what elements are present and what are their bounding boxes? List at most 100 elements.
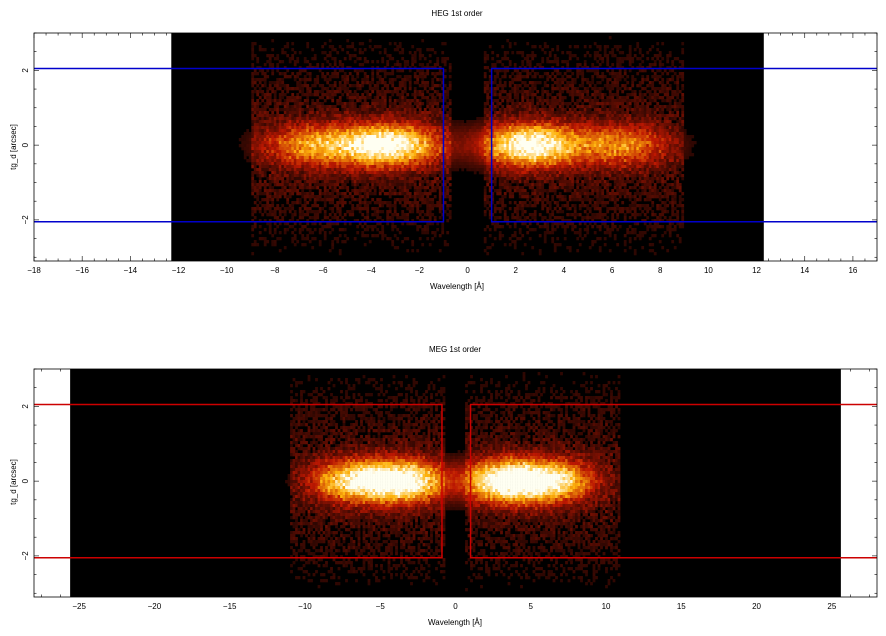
heatmap-cell: [433, 171, 437, 175]
heatmap-cell: [378, 159, 382, 163]
heatmap-cell: [321, 105, 325, 109]
heatmap-cell: [438, 138, 442, 142]
heatmap-cell: [496, 207, 500, 211]
heatmap-cell: [381, 225, 385, 229]
heatmap-cell: [256, 144, 260, 148]
heatmap-cell: [316, 165, 320, 169]
heatmap-cell: [541, 75, 545, 79]
heatmap-cell: [396, 171, 400, 175]
heatmap-cell: [448, 75, 452, 79]
heatmap-cell: [251, 99, 255, 103]
heatmap-cell: [436, 123, 440, 127]
heatmap-cell: [301, 93, 305, 97]
heatmap-cell: [431, 117, 435, 121]
heatmap-cell: [428, 156, 432, 160]
heatmap-cell: [351, 180, 355, 184]
heatmap-cell: [403, 66, 407, 70]
heatmap-cell: [413, 189, 417, 193]
heatmap-cell: [506, 150, 510, 154]
heatmap-cell: [516, 144, 520, 148]
heatmap-cell: [348, 126, 352, 130]
heatmap-cell: [516, 159, 520, 163]
heatmap-cell: [251, 48, 255, 52]
heatmap-cell: [271, 195, 275, 199]
heatmap-cell: [261, 156, 265, 160]
heatmap-cell: [388, 114, 392, 118]
heatmap-cell: [366, 141, 370, 145]
heatmap-cell: [526, 165, 530, 169]
heatmap-cell: [496, 132, 500, 136]
heatmap-cell: [278, 207, 282, 211]
heatmap-cell: [508, 105, 512, 109]
heatmap-cell: [466, 156, 470, 160]
heatmap-cell: [281, 210, 285, 214]
heatmap-cell: [293, 237, 297, 241]
heatmap-cell: [488, 141, 492, 145]
heatmap-cell: [383, 174, 387, 178]
heatmap-cell: [268, 198, 272, 202]
heatmap-cell: [521, 51, 525, 55]
heatmap-cell: [408, 162, 412, 166]
heatmap-cell: [361, 69, 365, 73]
heatmap-cell: [306, 66, 310, 70]
heatmap-cell: [251, 210, 255, 214]
heatmap-cell: [511, 150, 515, 154]
heatmap-cell: [361, 78, 365, 82]
heatmap-cell: [251, 84, 255, 88]
heatmap-cell: [413, 129, 417, 133]
heatmap-cell: [408, 108, 412, 112]
heatmap-cell: [321, 123, 325, 127]
heatmap-cell: [513, 162, 517, 166]
heatmap-cell: [331, 156, 335, 160]
heatmap-cell: [376, 126, 380, 130]
heatmap-cell: [418, 90, 422, 94]
heatmap-cell: [343, 120, 347, 124]
heatmap-cell: [341, 108, 345, 112]
heatmap-cell: [391, 72, 395, 76]
heatmap-cell: [298, 138, 302, 142]
heatmap-cell: [296, 75, 300, 79]
heatmap-cell: [271, 66, 275, 70]
heatmap-cell: [313, 147, 317, 151]
heatmap-cell: [331, 105, 335, 109]
heatmap-cell: [488, 159, 492, 163]
heatmap-cell: [391, 180, 395, 184]
heatmap-cell: [303, 168, 307, 172]
heatmap-cell: [376, 162, 380, 166]
heatmap-cell: [283, 195, 287, 199]
heatmap-cell: [278, 84, 282, 88]
heatmap-cell: [516, 186, 520, 190]
heatmap-cell: [433, 156, 437, 160]
heatmap-cell: [533, 144, 537, 148]
heatmap-cell: [493, 111, 497, 115]
heatmap-cell: [328, 93, 332, 97]
heatmap-cell: [538, 159, 542, 163]
heatmap-cell: [271, 153, 275, 157]
heatmap-cell: [301, 147, 305, 151]
heatmap-cell: [523, 222, 527, 226]
heatmap-cell: [496, 150, 500, 154]
heatmap-cell: [333, 180, 337, 184]
heatmap-cell: [473, 123, 477, 127]
heatmap-cell: [396, 156, 400, 160]
heatmap-cell: [441, 87, 445, 91]
heatmap-cell: [486, 225, 490, 229]
heatmap-cell: [413, 198, 417, 202]
heatmap-cell: [251, 153, 255, 157]
heatmap-cell: [251, 147, 255, 151]
heatmap-cell: [498, 141, 502, 145]
heatmap-cell: [503, 216, 507, 220]
heatmap-cell: [333, 81, 337, 85]
heatmap-cell: [336, 99, 340, 103]
heatmap-cell: [493, 216, 497, 220]
heatmap-cell: [531, 117, 535, 121]
heatmap-cell: [531, 75, 535, 79]
heatmap-cell: [313, 228, 317, 232]
heatmap-cell: [511, 192, 515, 196]
heatmap-cell: [513, 150, 517, 154]
heatmap-cell: [428, 105, 432, 109]
heatmap-cell: [493, 123, 497, 127]
heatmap-cell: [356, 144, 360, 148]
heatmap-cell: [286, 198, 290, 202]
heatmap-cell: [311, 117, 315, 121]
